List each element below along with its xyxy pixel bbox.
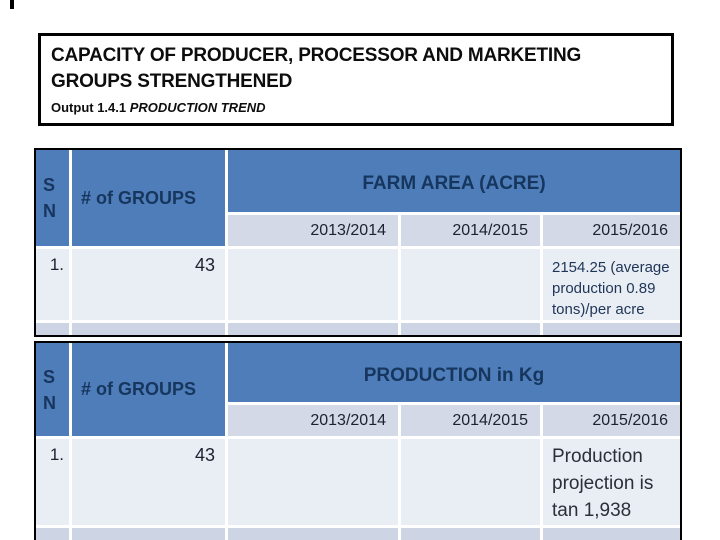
row-value-2014-2015 <box>401 249 540 320</box>
production-table: S N # of GROUPS PRODUCTION in Kg 2013/20… <box>34 341 682 540</box>
subtitle-emphasis: PRODUCTION TREND <box>129 100 266 115</box>
row-value-2013-2014 <box>228 249 398 320</box>
title-box: CAPACITY OF PRODUCER, PROCESSOR AND MARK… <box>38 33 674 126</box>
band-cell <box>72 528 225 540</box>
year-header-2015-2016: 2015/2016 <box>543 215 680 246</box>
slide-subtitle: Output 1.4.1 PRODUCTION TREND <box>51 100 671 115</box>
slide-edge-mark <box>10 0 14 9</box>
row-value-2014-2015 <box>401 439 540 525</box>
row-value-2015-2016: Production projection is tan 1,938 <box>543 439 680 525</box>
year-header-2015-2016: 2015/2016 <box>543 405 680 436</box>
band-cell <box>36 528 69 540</box>
groups-header-cell: # of GROUPS <box>72 343 225 436</box>
row-groups-cell: 43 <box>72 249 225 320</box>
sn-header-top: S <box>43 366 56 387</box>
farm-area-table: S N # of GROUPS FARM AREA (ACRE) 2013/20… <box>34 148 682 337</box>
row-sn-cell: 1. <box>36 249 69 320</box>
band-cell <box>543 323 680 335</box>
subtitle-prefix: Output 1.4.1 <box>51 100 130 115</box>
band-cell <box>228 323 398 335</box>
band-cell <box>72 323 225 335</box>
slide-title-line1: CAPACITY OF PRODUCER, PROCESSOR AND MARK… <box>51 45 582 66</box>
year-header-2013-2014: 2013/2014 <box>228 405 398 436</box>
slide-title-line2: GROUPS STRENGTHENED <box>51 71 293 92</box>
band-cell <box>401 323 540 335</box>
production-header-cell: PRODUCTION in Kg <box>228 343 680 402</box>
row-value-2015-2016: 2154.25 (average production 0.89 tons)/p… <box>543 249 680 320</box>
band-cell <box>228 528 398 540</box>
sn-header-cell: S N <box>36 343 69 436</box>
band-cell <box>401 528 540 540</box>
row-sn-cell: 1. <box>36 439 69 525</box>
farm-area-header-cell: FARM AREA (ACRE) <box>228 150 680 212</box>
band-cell <box>36 323 69 335</box>
sn-header-bottom: N <box>43 201 56 221</box>
sn-header-top: S <box>43 175 56 195</box>
band-cell <box>543 528 680 540</box>
year-header-2014-2015: 2014/2015 <box>401 405 540 436</box>
groups-header-cell: # of GROUPS <box>72 150 225 246</box>
sn-header-cell: S N <box>36 150 69 246</box>
year-header-2013-2014: 2013/2014 <box>228 215 398 246</box>
year-header-2014-2015: 2014/2015 <box>401 215 540 246</box>
row-value-2013-2014 <box>228 439 398 525</box>
row-groups-cell: 43 <box>72 439 225 525</box>
sn-header-bottom: N <box>43 392 56 413</box>
